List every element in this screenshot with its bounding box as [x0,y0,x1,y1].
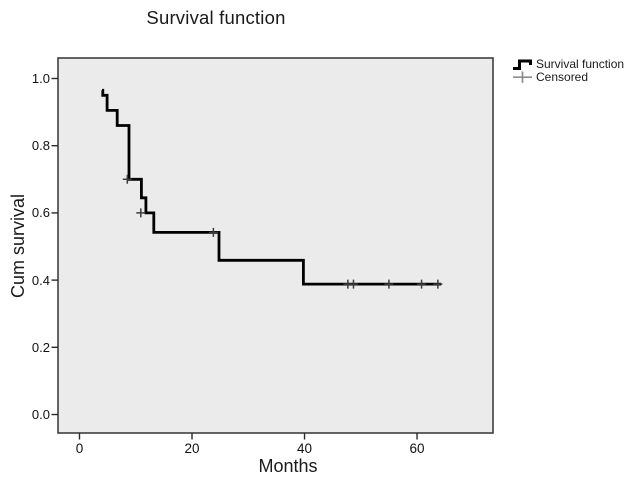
x-tick-label: 60 [409,441,425,456]
survival-curve [101,88,442,286]
y-tick-label: 0.8 [31,138,50,154]
x-tick-label: 40 [297,441,313,456]
legend-label-censored: Censored [536,70,589,85]
censored-mark [208,227,218,237]
legend-item-survival-function: Survival function [512,57,624,71]
y-tick-label: 0.4 [31,272,50,288]
censored-mark [348,279,358,289]
legend: Survival function Censored [512,57,624,84]
step-line-icon [513,59,532,70]
chart-title: Survival function [146,7,286,28]
censored-mark [384,279,394,289]
censored-mark [122,174,132,184]
x-tick-label: 0 [75,441,84,456]
y-tick-label: 0.2 [31,339,50,355]
y-tick-label: 0.0 [31,407,50,423]
censored-mark [417,279,427,289]
y-tick-label: 0.6 [31,205,50,221]
censored-mark [433,279,443,289]
legend-item-censored: Censored [512,70,624,85]
x-axis-label: Months [258,456,318,476]
censored-mark [136,208,146,218]
legend-label-survival-function: Survival function [536,56,625,71]
y-axis-label: Cum survival [8,193,28,299]
x-tick-label: 20 [184,441,200,456]
plot-area [57,57,494,434]
y-tick-label: 1.0 [31,70,50,86]
plus-icon [513,71,532,84]
